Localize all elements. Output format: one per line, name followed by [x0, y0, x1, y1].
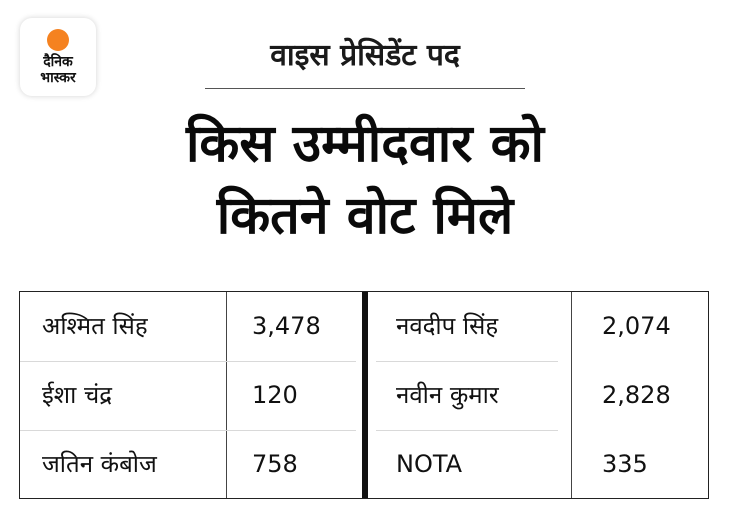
- candidate-name: NOTA: [396, 450, 463, 478]
- vote-count: 2,074: [602, 312, 671, 340]
- results-right-column: नवदीप सिंह 2,074 नवीन कुमार 2,828 NOTA 3…: [368, 292, 708, 498]
- logo-text-line2: भास्कर: [40, 69, 76, 86]
- table-row: अश्मित सिंह 3,478: [20, 292, 362, 360]
- sun-icon: [47, 28, 69, 51]
- column-separator: [571, 292, 572, 498]
- table-row: नवीन कुमार 2,828: [368, 361, 708, 429]
- table-row: नवदीप सिंह 2,074: [368, 292, 708, 360]
- logo-text-line1: दैनिक: [43, 53, 73, 70]
- table-row: NOTA 335: [368, 430, 708, 498]
- candidate-name: अश्मित सिंह: [42, 312, 148, 340]
- results-left-column: अश्मित सिंह 3,478 ईशा चंद्र 120 जतिन कंब…: [20, 292, 362, 498]
- table-row: ईशा चंद्र 120: [20, 361, 362, 429]
- row-divider: [376, 361, 558, 362]
- row-divider: [20, 430, 356, 431]
- subtitle-underline: [205, 88, 525, 89]
- column-separator: [226, 292, 227, 498]
- section-subtitle: वाइस प्रेसिडेंट पद: [270, 38, 460, 73]
- vote-results-table: अश्मित सिंह 3,478 ईशा चंद्र 120 जतिन कंब…: [19, 291, 709, 499]
- candidate-name: नवदीप सिंह: [396, 312, 499, 340]
- vote-count: 2,828: [602, 381, 671, 409]
- vote-count: 120: [252, 381, 298, 409]
- vote-count: 335: [602, 450, 648, 478]
- page-title: किस उम्मीदवार को कितने वोट मिले: [0, 108, 730, 252]
- row-divider: [376, 430, 558, 431]
- dainik-bhaskar-logo: दैनिक भास्कर: [20, 18, 96, 96]
- candidate-name: ईशा चंद्र: [42, 381, 112, 409]
- title-line-2: कितने वोट मिले: [216, 186, 514, 246]
- center-divider: [362, 292, 368, 498]
- row-divider: [20, 361, 356, 362]
- vote-count: 3,478: [252, 312, 321, 340]
- candidate-name: जतिन कंबोज: [42, 450, 157, 478]
- candidate-name: नवीन कुमार: [396, 381, 499, 409]
- table-row: जतिन कंबोज 758: [20, 430, 362, 498]
- title-line-1: किस उम्मीदवार को: [185, 114, 545, 174]
- vote-count: 758: [252, 450, 298, 478]
